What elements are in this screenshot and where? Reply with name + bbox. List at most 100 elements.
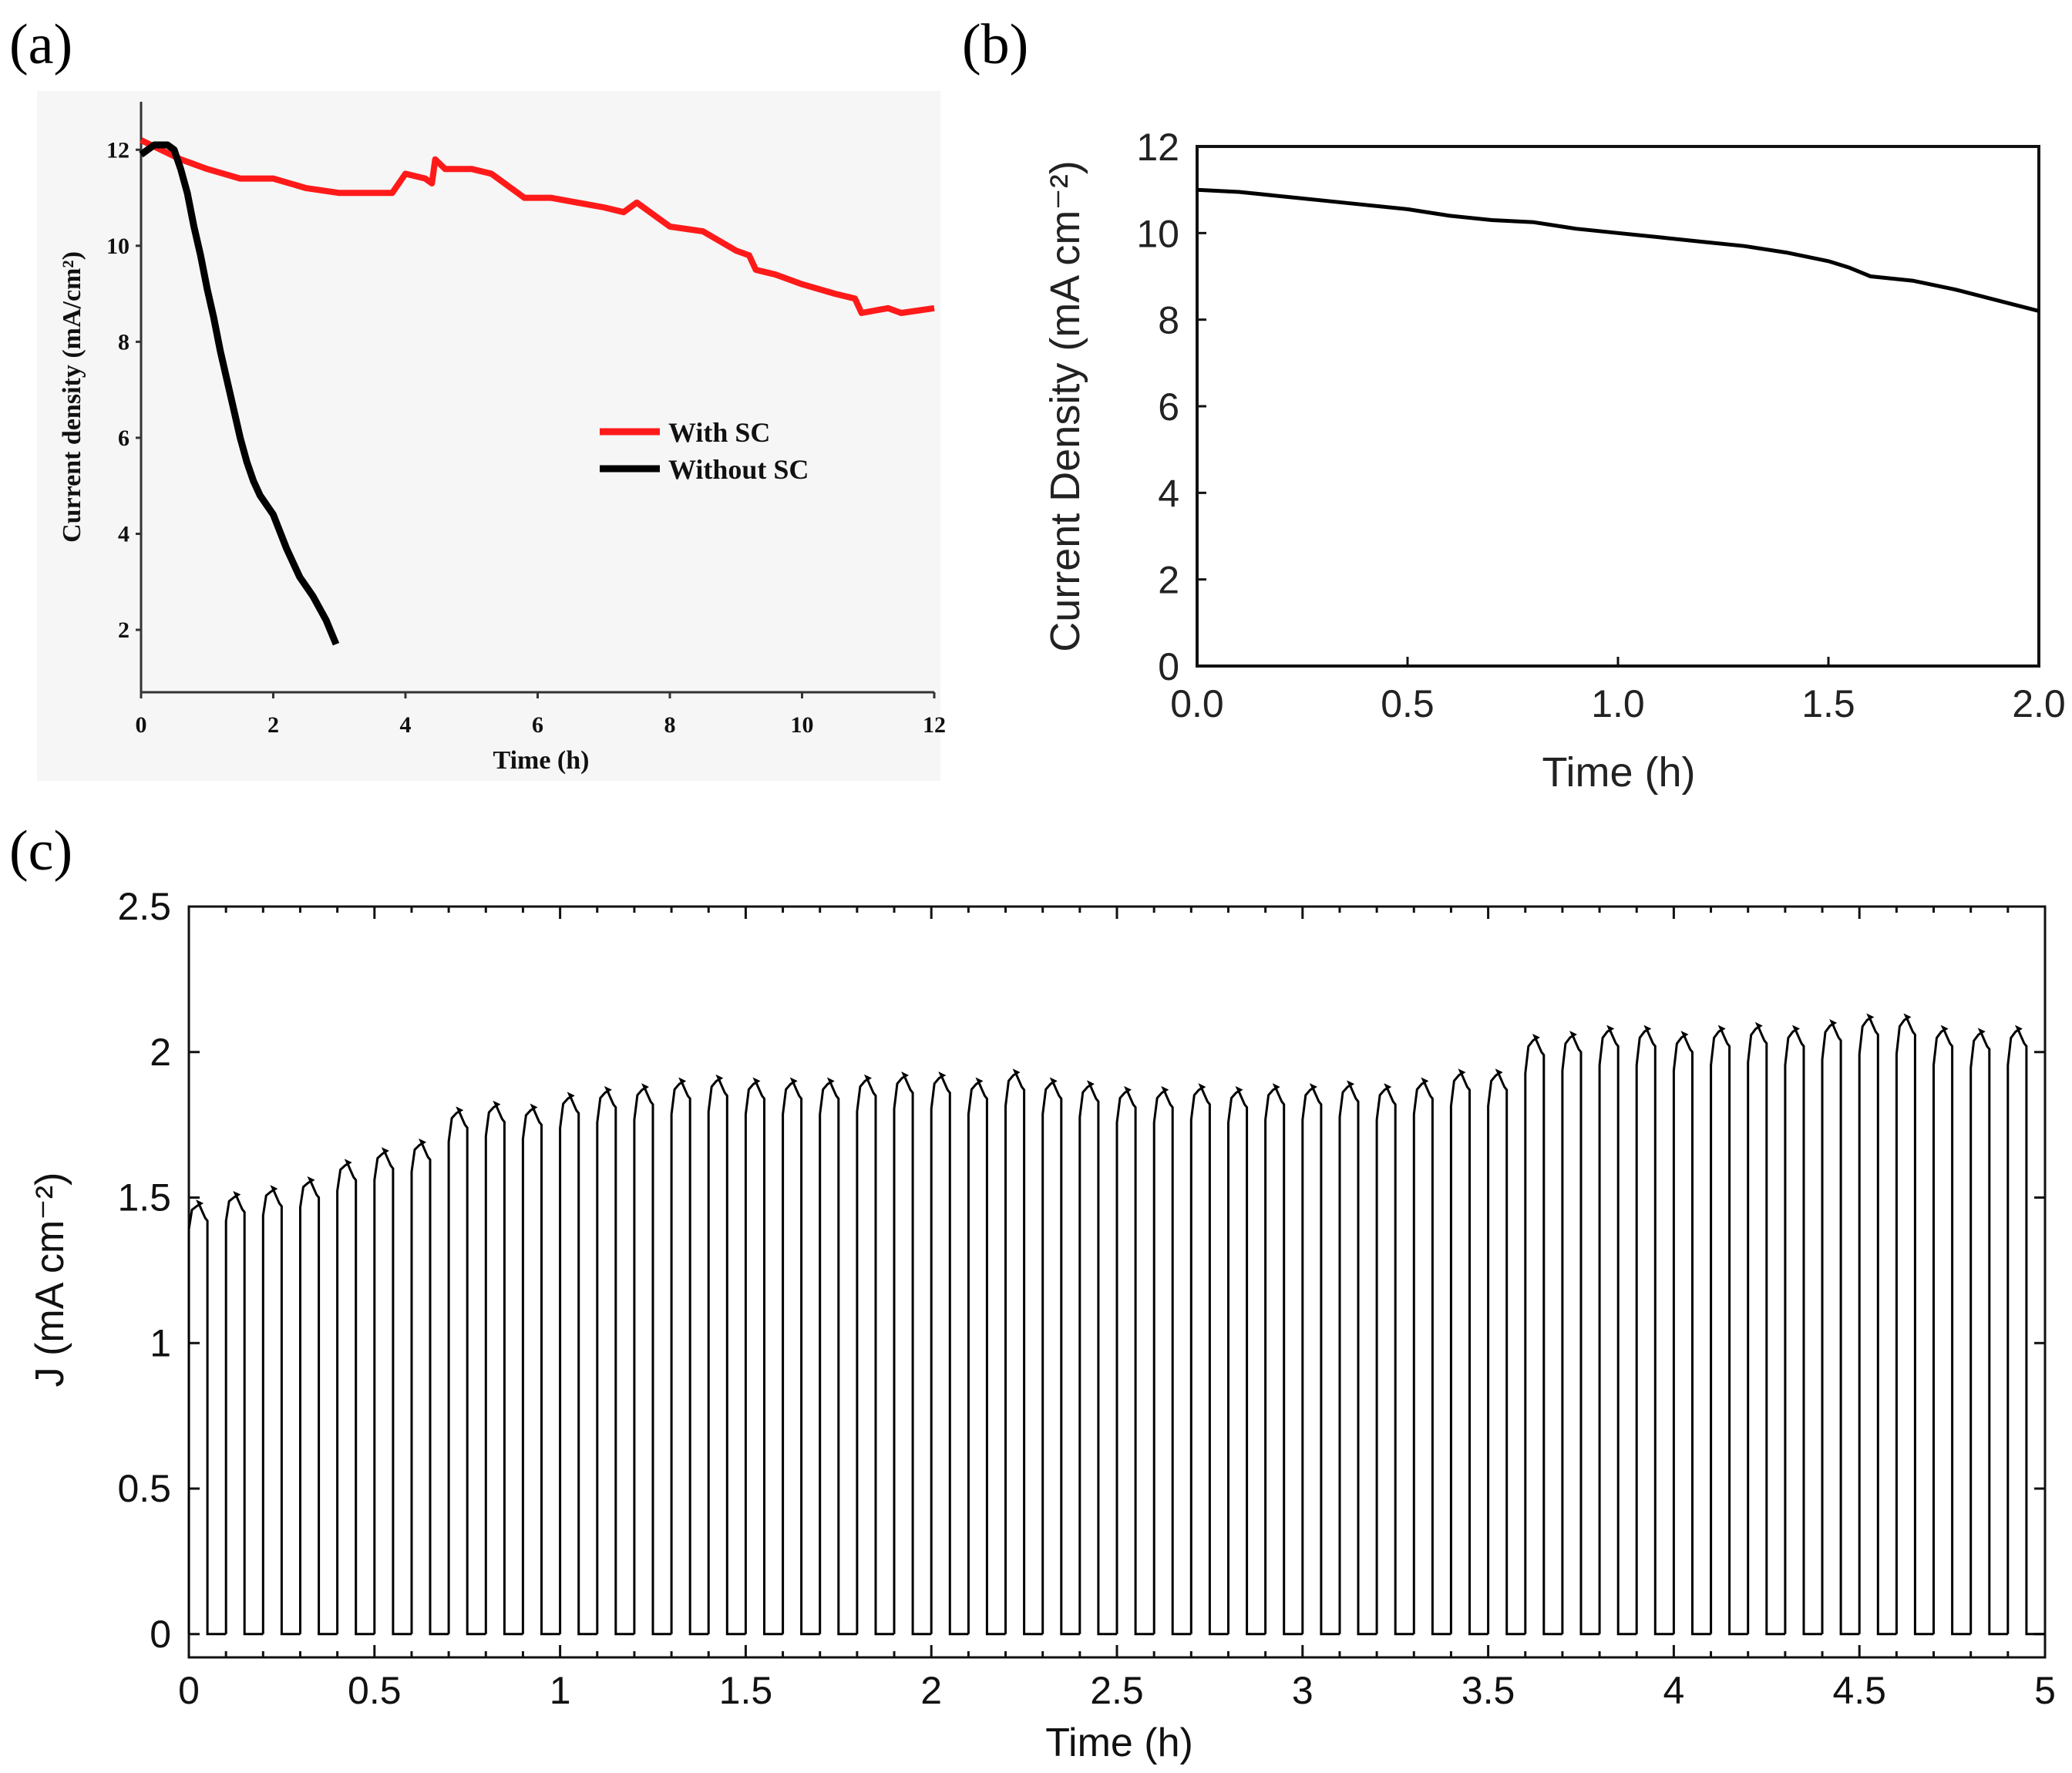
panel-label-b: (b): [962, 13, 1028, 76]
legend-label-with-sc: With SC: [668, 417, 770, 448]
chart-c-pulse: [559, 1092, 597, 1636]
chart-c-pulse: [447, 1106, 486, 1636]
chart-c-y-tick-label: 1: [150, 1321, 171, 1364]
chart-c-pulse: [782, 1077, 820, 1636]
chart-c-x-tick-label: 5: [2034, 1669, 2056, 1712]
chart-c-pulse: [1635, 1024, 1674, 1636]
chart-c-pulse: [1078, 1080, 1117, 1636]
chart-c-x-tick-label: 1: [550, 1669, 571, 1712]
chart-a-series-line-with-sc: [140, 137, 935, 316]
chart-b-x-ticks: 0.0 0.5 1.0 1.5 2.0: [1170, 657, 2066, 725]
chart-a-y-tick-label: 6: [118, 426, 130, 451]
panel-label-a: (a): [9, 13, 72, 76]
chart-c-pulse: [1524, 1033, 1562, 1636]
chart-c-series: [187, 1013, 2045, 1636]
chart-c-pulse: [1004, 1068, 1043, 1636]
chart-a-y-tick-label: 10: [106, 234, 130, 259]
panel-label-c: (c): [9, 819, 72, 883]
chart-b-series-line: [1196, 187, 2040, 313]
chart-a-y-tick-label: 12: [106, 137, 130, 163]
chart-c-pulse: [1858, 1013, 1897, 1636]
chart-c-x-axis-title: Time (h): [1045, 1721, 1193, 1765]
chart-c-y-tick-label: 2: [150, 1031, 171, 1074]
chart-b-y-tick-label: 4: [1158, 472, 1179, 515]
chart-c-y-tick-label: 0.5: [117, 1467, 171, 1510]
chart-c-pulse: [299, 1176, 338, 1636]
chart-c-pulse: [1747, 1021, 1785, 1636]
chart-b-y-ticks: 0 2 4 6 8 10 12: [1136, 126, 1206, 688]
chart-b-x-tick-label: 2.0: [2012, 682, 2066, 725]
chart-b-y-tick-label: 6: [1158, 385, 1179, 429]
chart-a-y-tick-label: 4: [118, 521, 130, 547]
chart-b-x-axis-title: Time (h): [1542, 749, 1696, 796]
chart-c-pulse: [261, 1185, 301, 1636]
chart-c-pulse: [596, 1085, 634, 1636]
chart-a-y-tick-label: 8: [118, 329, 130, 355]
chart-c-pulse: [1412, 1077, 1451, 1636]
chart-c-pulse: [1672, 1031, 1711, 1636]
chart-c-pulse: [373, 1147, 412, 1636]
chart-c-y-tick-label: 1.5: [117, 1176, 171, 1220]
chart-a-series-line-without-sc: [139, 141, 340, 646]
chart-c-pulse: [1710, 1024, 1748, 1636]
chart-c-pulse: [484, 1100, 523, 1636]
chart-c-pulse: [1115, 1085, 1155, 1636]
chart-c-pulse: [1487, 1068, 1525, 1636]
chart-a-x-tick-label: 8: [664, 712, 676, 738]
chart-c-pulse: [1821, 1019, 1860, 1636]
chart-b-x-tick-label: 0.0: [1170, 682, 1224, 725]
chart-a-x-axis-title: Time (h): [493, 746, 590, 775]
chart-b: 0 2 4 6 8 10 12 0.0 0.5 1.0 1.5 2.0 Time (h) Curre…: [1042, 126, 2066, 796]
chart-c-y-tick-label: 0: [150, 1613, 171, 1656]
chart-c-pulse: [1189, 1083, 1229, 1636]
chart-c-pulse: [1152, 1085, 1192, 1636]
chart-b-y-axis-title: Current Density (mA cm⁻²): [1042, 160, 1088, 652]
chart-c-pulse: [410, 1138, 449, 1636]
chart-c-pulse: [336, 1159, 375, 1636]
chart-b-y-tick-label: 8: [1158, 299, 1179, 342]
chart-c-pulse: [224, 1190, 264, 1636]
chart-a-background: [37, 91, 940, 781]
chart-b-series: [1196, 187, 2040, 313]
chart-c-pulse: [1264, 1083, 1303, 1636]
chart-a-legend: With SC Without SC: [600, 417, 809, 485]
chart-b-y-tick-label: 10: [1136, 212, 1179, 255]
chart-a: 2 4 6 8 10 12 0 2 4 6 8 10 12 Time (h) Current dens…: [37, 91, 946, 781]
chart-c-pulse: [1449, 1068, 1488, 1636]
chart-a-x-tick-label: 4: [400, 712, 412, 738]
chart-c-pulse: [670, 1077, 709, 1636]
chart-a-series: [139, 137, 935, 646]
chart-c-pulse: [187, 1199, 227, 1636]
chart-c-x-tick-label: 0.5: [348, 1669, 402, 1712]
chart-c-pulse: [1598, 1024, 1637, 1636]
chart-a-x-tick-label: 0: [136, 712, 147, 738]
chart-c-x-tick-label: 2.5: [1090, 1669, 1144, 1712]
chart-c-pulse: [1784, 1024, 1822, 1636]
chart-a-y-tick-label: 2: [118, 617, 130, 643]
chart-c-x-tick-label: 4.5: [1832, 1669, 1886, 1712]
chart-c-pulse: [1969, 1028, 2008, 1636]
chart-c-x-tick-label: 3.5: [1462, 1669, 1515, 1712]
chart-a-x-tick-label: 12: [923, 712, 946, 738]
chart-b-y-tick-label: 0: [1158, 645, 1179, 688]
chart-c-pulse: [744, 1077, 783, 1636]
chart-a-y-ticks: 2 4 6 8 10 12: [106, 137, 141, 643]
chart-c: 0 0.5 1 1.5 2 2.5 0 0.5 1 1.5 2 2.5 3 3.5 4 4.5 5 Time …: [28, 885, 2056, 1765]
chart-c-pulse: [521, 1103, 560, 1636]
chart-b-x-tick-label: 1.0: [1591, 682, 1645, 725]
chart-c-pulse: [1932, 1024, 1971, 1636]
chart-c-pulse: [1301, 1083, 1340, 1636]
chart-c-pulse: [707, 1074, 746, 1636]
chart-c-pulse: [2006, 1024, 2045, 1636]
chart-c-y-axis-title: J (mA cm⁻²): [28, 1172, 72, 1388]
chart-a-x-tick-label: 10: [791, 712, 814, 738]
chart-a-x-tick-label: 2: [267, 712, 279, 738]
chart-b-y-tick-label: 2: [1158, 559, 1179, 602]
chart-b-frame: [1196, 145, 2040, 668]
chart-c-x-tick-label: 1.5: [719, 1669, 773, 1712]
chart-c-y-tick-label: 2.5: [117, 885, 171, 928]
chart-a-y-axis-title: Current density (mA/cm²): [58, 251, 86, 543]
chart-c-pulse: [633, 1083, 672, 1636]
chart-c-x-tick-label: 3: [1292, 1669, 1314, 1712]
